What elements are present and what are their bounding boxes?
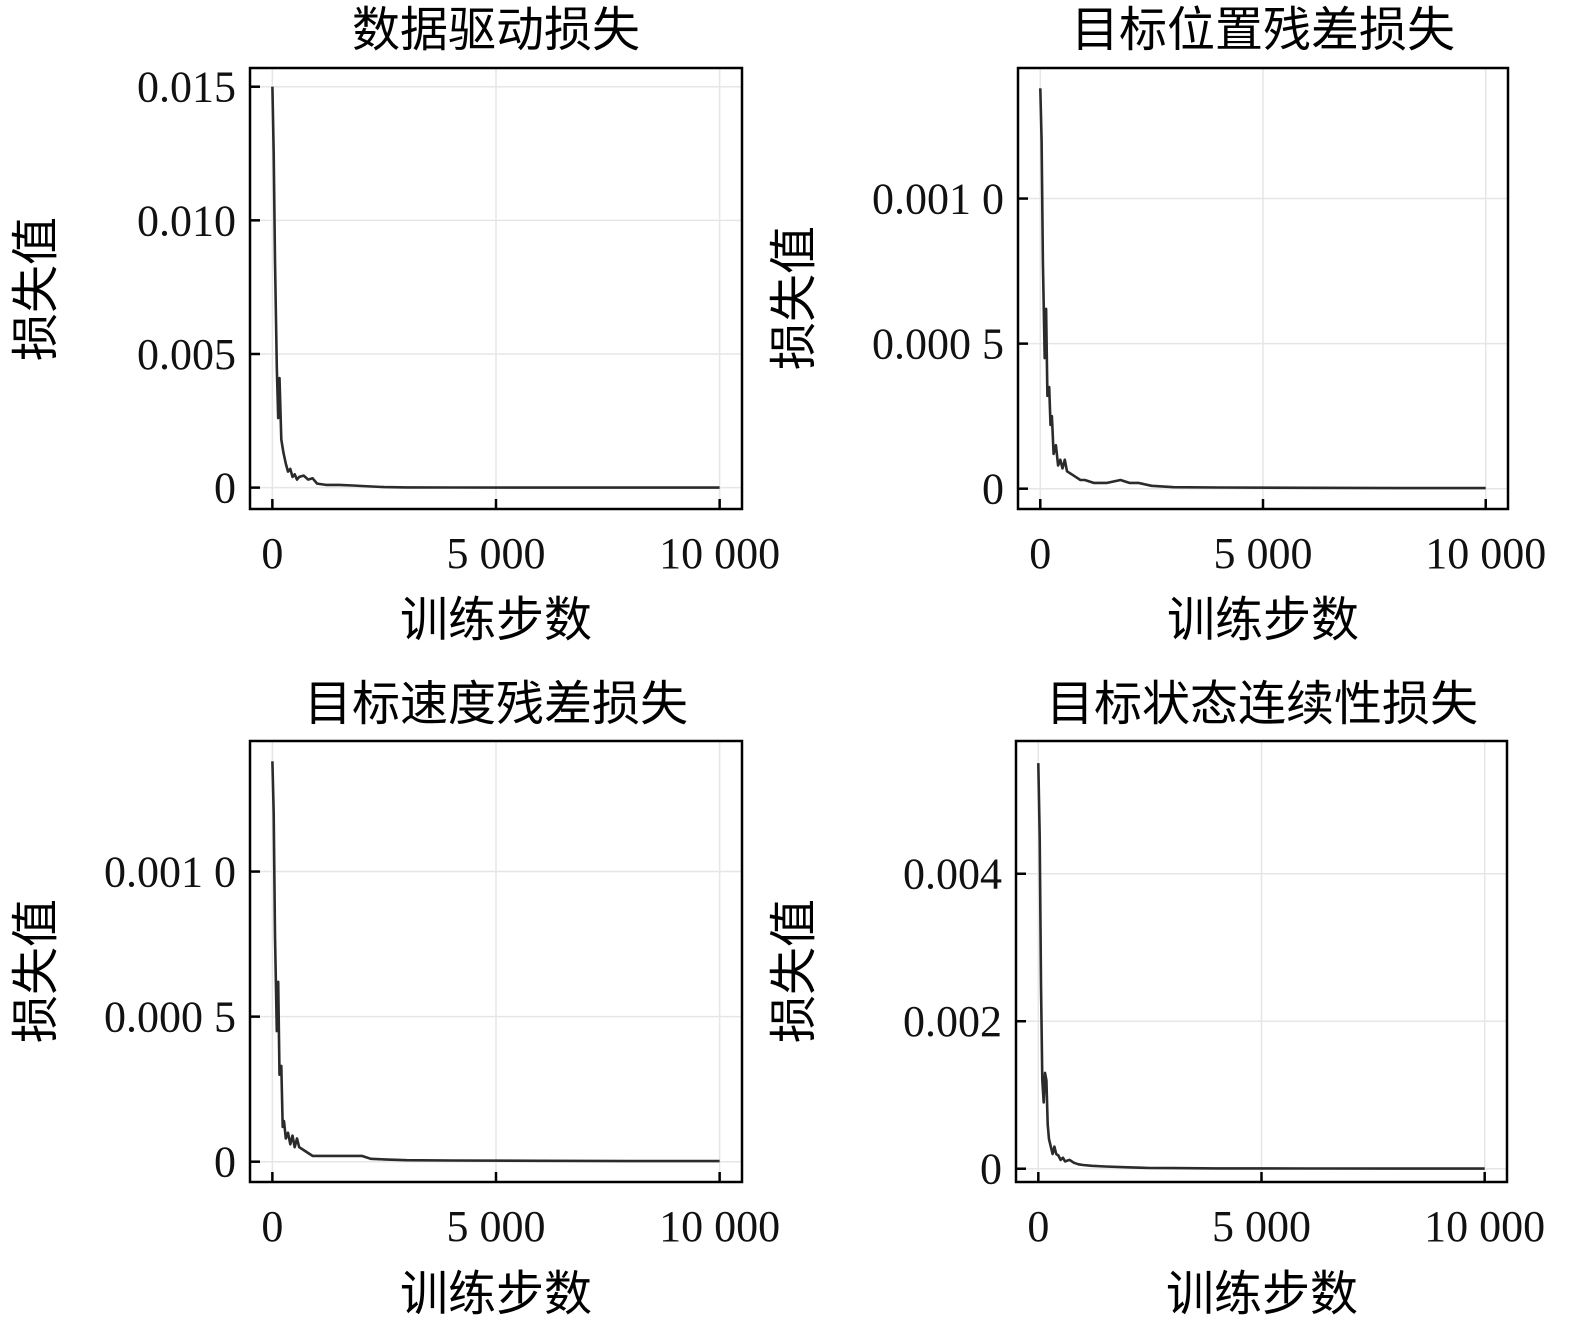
y-tick-label: 0.001 0 xyxy=(872,175,1004,224)
y-tick-label: 0.000 5 xyxy=(104,993,236,1042)
x-axis-label: 训练步数 xyxy=(1167,592,1359,648)
loss-curve xyxy=(271,86,720,489)
y-tick-label: 0.000 5 xyxy=(872,320,1004,369)
y-axis-label: 损失值 xyxy=(8,217,64,361)
x-axis-label: 训练步数 xyxy=(400,1266,592,1322)
y-tick-label: 0.010 xyxy=(137,196,236,245)
x-tick-label: 0 xyxy=(1027,1202,1049,1251)
x-tick-label: 10 000 xyxy=(1424,1202,1545,1251)
x-axis-label: 训练步数 xyxy=(1166,1266,1358,1322)
panel-title: 目标状态连续性损失 xyxy=(1046,676,1478,732)
panel-title: 目标位置残差损失 xyxy=(1071,2,1455,58)
y-tick-label: 0.005 xyxy=(137,330,236,379)
y-axis-label: 损失值 xyxy=(766,899,822,1043)
panel-title: 目标速度残差损失 xyxy=(304,676,688,732)
y-tick-label: 0.002 xyxy=(903,997,1002,1046)
x-tick-label: 10 000 xyxy=(659,529,780,578)
x-tick-label: 5 000 xyxy=(1214,529,1313,578)
x-axis-label: 训练步数 xyxy=(400,592,592,648)
loss-curve xyxy=(1037,763,1485,1170)
y-tick-label: 0.004 xyxy=(903,850,1002,899)
y-tick-label: 0 xyxy=(980,1145,1002,1194)
y-tick-label: 0 xyxy=(982,465,1004,514)
x-tick-label: 0 xyxy=(1029,529,1051,578)
y-axis-label: 损失值 xyxy=(8,899,64,1043)
panel-target-velocity-residual-loss: 目标速度残差损失 0 5 000 10 000 0 0.000 5 0.001 0 训练步… xyxy=(8,676,780,1322)
x-tick-label: 10 000 xyxy=(1425,529,1546,578)
x-tick-label: 0 xyxy=(261,529,283,578)
x-tick-label: 5 000 xyxy=(447,1202,546,1251)
loss-curve xyxy=(271,761,720,1163)
x-tick-label: 5 000 xyxy=(447,529,546,578)
loss-curve xyxy=(1039,88,1486,490)
y-tick-label: 0 xyxy=(214,1138,236,1187)
panel-target-position-residual-loss: 目标位置残差损失 0 5 000 10 000 0 0.000 5 0.001 0 训练步… xyxy=(766,2,1546,648)
panel-title: 数据驱动损失 xyxy=(352,2,640,58)
y-tick-label: 0 xyxy=(214,464,236,513)
y-tick-label: 0.001 0 xyxy=(104,848,236,897)
panel-data-driven-loss: 数据驱动损失 0 5 000 10 000 0 0.005 0.010 0.015 训练步数… xyxy=(8,2,780,648)
y-axis-label: 损失值 xyxy=(766,226,822,370)
panel-target-state-continuity-loss: 目标状态连续性损失 0 5 000 10 000 0 0.002 0.004 训练步数 损… xyxy=(766,676,1545,1322)
x-tick-label: 0 xyxy=(261,1202,283,1251)
x-tick-label: 5 000 xyxy=(1212,1202,1311,1251)
y-tick-label: 0.015 xyxy=(137,63,236,112)
x-tick-label: 10 000 xyxy=(659,1202,780,1251)
